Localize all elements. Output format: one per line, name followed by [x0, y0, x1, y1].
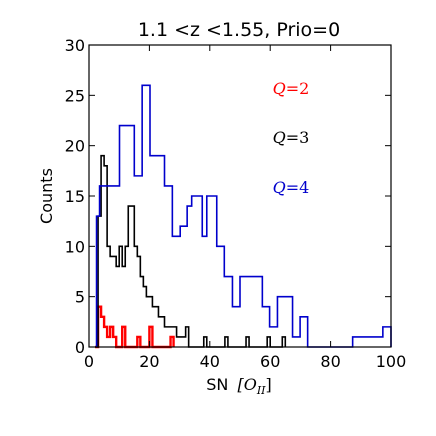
legend-q4: Q=4 [273, 178, 310, 197]
x-tick-label: 40 [200, 352, 220, 371]
y-tick-label: 10 [65, 237, 85, 256]
x-tick-label: 20 [139, 352, 159, 371]
histogram-series-2 [95, 305, 175, 349]
legend-q3: Q=3 [273, 128, 310, 147]
histogram-series-layer [95, 84, 392, 349]
x-tick-label: 60 [260, 352, 280, 371]
x-tick-label: 100 [376, 352, 407, 371]
y-tick-label: 25 [65, 86, 85, 105]
y-tick-label: 0 [75, 338, 85, 357]
y-tick-label: 5 [75, 288, 85, 307]
axis-ticks: 0 20 40 60 80 100 0 5 10 15 20 25 30 [65, 36, 407, 371]
chart-title: 1.1 <z <1.55, Prio=0 [138, 19, 340, 41]
x-axis-label: SN [OII] [206, 375, 272, 397]
histogram-series-3 [95, 154, 287, 348]
legend-q2: Q=2 [273, 79, 310, 98]
y-tick-label: 15 [65, 187, 85, 206]
histogram-series-4 [95, 84, 392, 348]
y-tick-label: 20 [65, 137, 85, 156]
y-tick-label: 30 [65, 36, 85, 55]
y-axis-label: Counts [37, 168, 56, 224]
x-tick-label: 80 [320, 352, 340, 371]
x-tick-label: 0 [84, 352, 94, 371]
